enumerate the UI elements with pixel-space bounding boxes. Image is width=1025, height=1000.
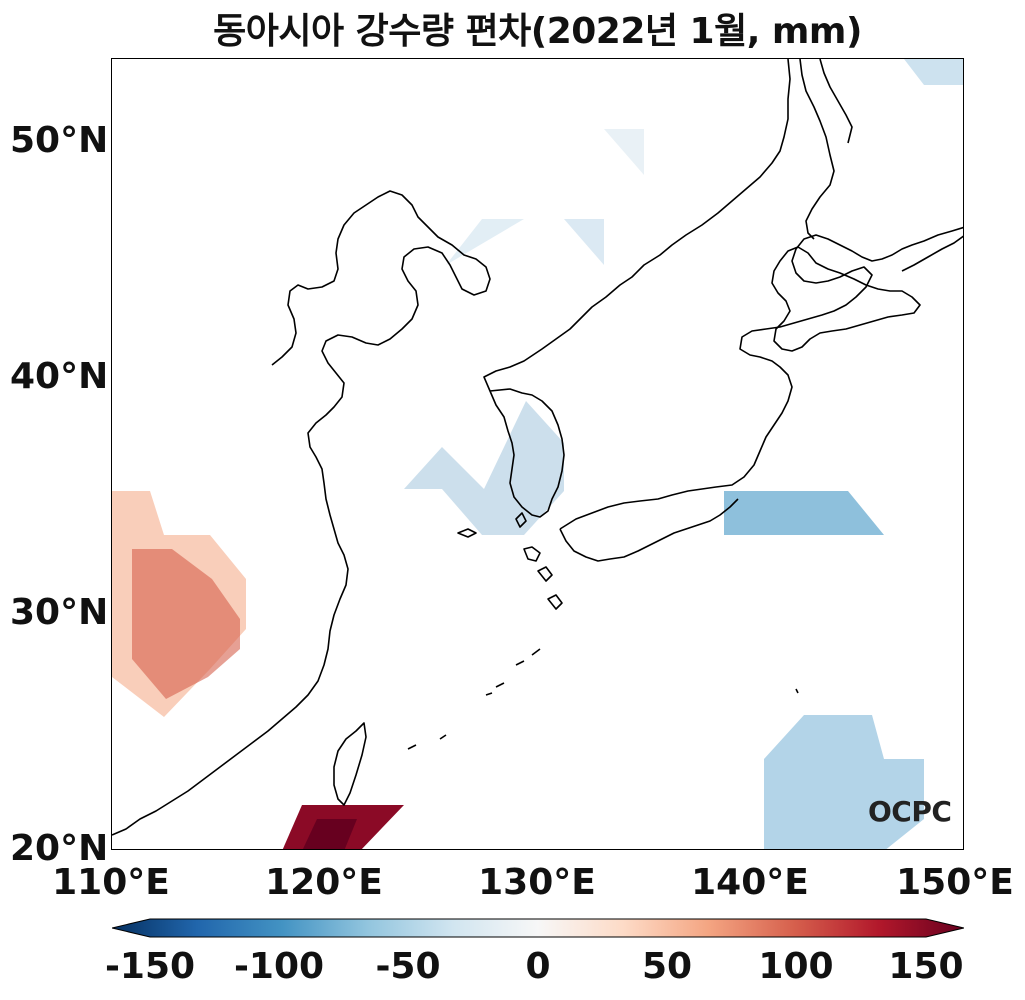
lon-label-130: 130°E [478, 862, 596, 903]
coastline-kurils [901, 235, 963, 272]
anomaly-south-japan [724, 491, 884, 535]
islands-kyushu-south [523, 546, 563, 610]
colorbar-tick-150: 150 [888, 946, 964, 987]
colorbar-tick-50: 50 [641, 946, 693, 987]
map-title: 동아시아 강수량 편차(2022년 1월, mm) [213, 11, 862, 52]
coastline-china [112, 190, 491, 836]
coastline-korea [483, 59, 791, 518]
coastline-japan [559, 226, 963, 530]
anomaly-manchuria-c [604, 129, 644, 175]
island-tsushima [515, 512, 527, 528]
coastline-sakhalin [799, 59, 835, 240]
lat-label-20: 20°N [10, 828, 109, 869]
lat-label-50: 50°N [10, 120, 109, 161]
coastline-hokkaido [771, 246, 921, 352]
colorbar-tick-100: 100 [758, 946, 834, 987]
coastline-taiwan [333, 722, 367, 806]
ocpc-logo: OCPC [868, 795, 952, 828]
colorbar-tick-0: 0 [525, 946, 551, 987]
anomaly-south-china-core [132, 549, 240, 699]
map-panel [111, 58, 964, 850]
lon-label-140: 140°E [691, 862, 809, 903]
map-canvas [112, 59, 963, 849]
colorbar-bar [112, 918, 964, 938]
lon-label-110: 110°E [52, 862, 170, 903]
colorbar [112, 918, 964, 938]
lat-label-40: 40°N [10, 356, 109, 397]
coastline-japan-south [559, 498, 739, 562]
anomaly-nw-pacific [764, 715, 924, 849]
colorbar-tick-neg50: -50 [375, 946, 441, 987]
islands-ryukyu [407, 648, 799, 750]
lat-label-30: 30°N [10, 592, 109, 633]
anomaly-northern-sea [904, 59, 963, 85]
lon-label-120: 120°E [265, 862, 383, 903]
colorbar-tick-neg150: -150 [104, 946, 196, 987]
anomaly-korea [404, 401, 564, 535]
anomaly-layer [112, 59, 963, 849]
coastlines [112, 59, 963, 836]
anomaly-manchuria-a [446, 219, 524, 265]
anomaly-taiwan-strait-core [302, 819, 357, 849]
anomaly-manchuria-b [564, 219, 604, 265]
lon-label-150: 150°E [896, 862, 1014, 903]
colorbar-tick-neg100: -100 [233, 946, 325, 987]
island-jeju [457, 528, 477, 538]
coastline-sakhalin-east [819, 59, 853, 144]
